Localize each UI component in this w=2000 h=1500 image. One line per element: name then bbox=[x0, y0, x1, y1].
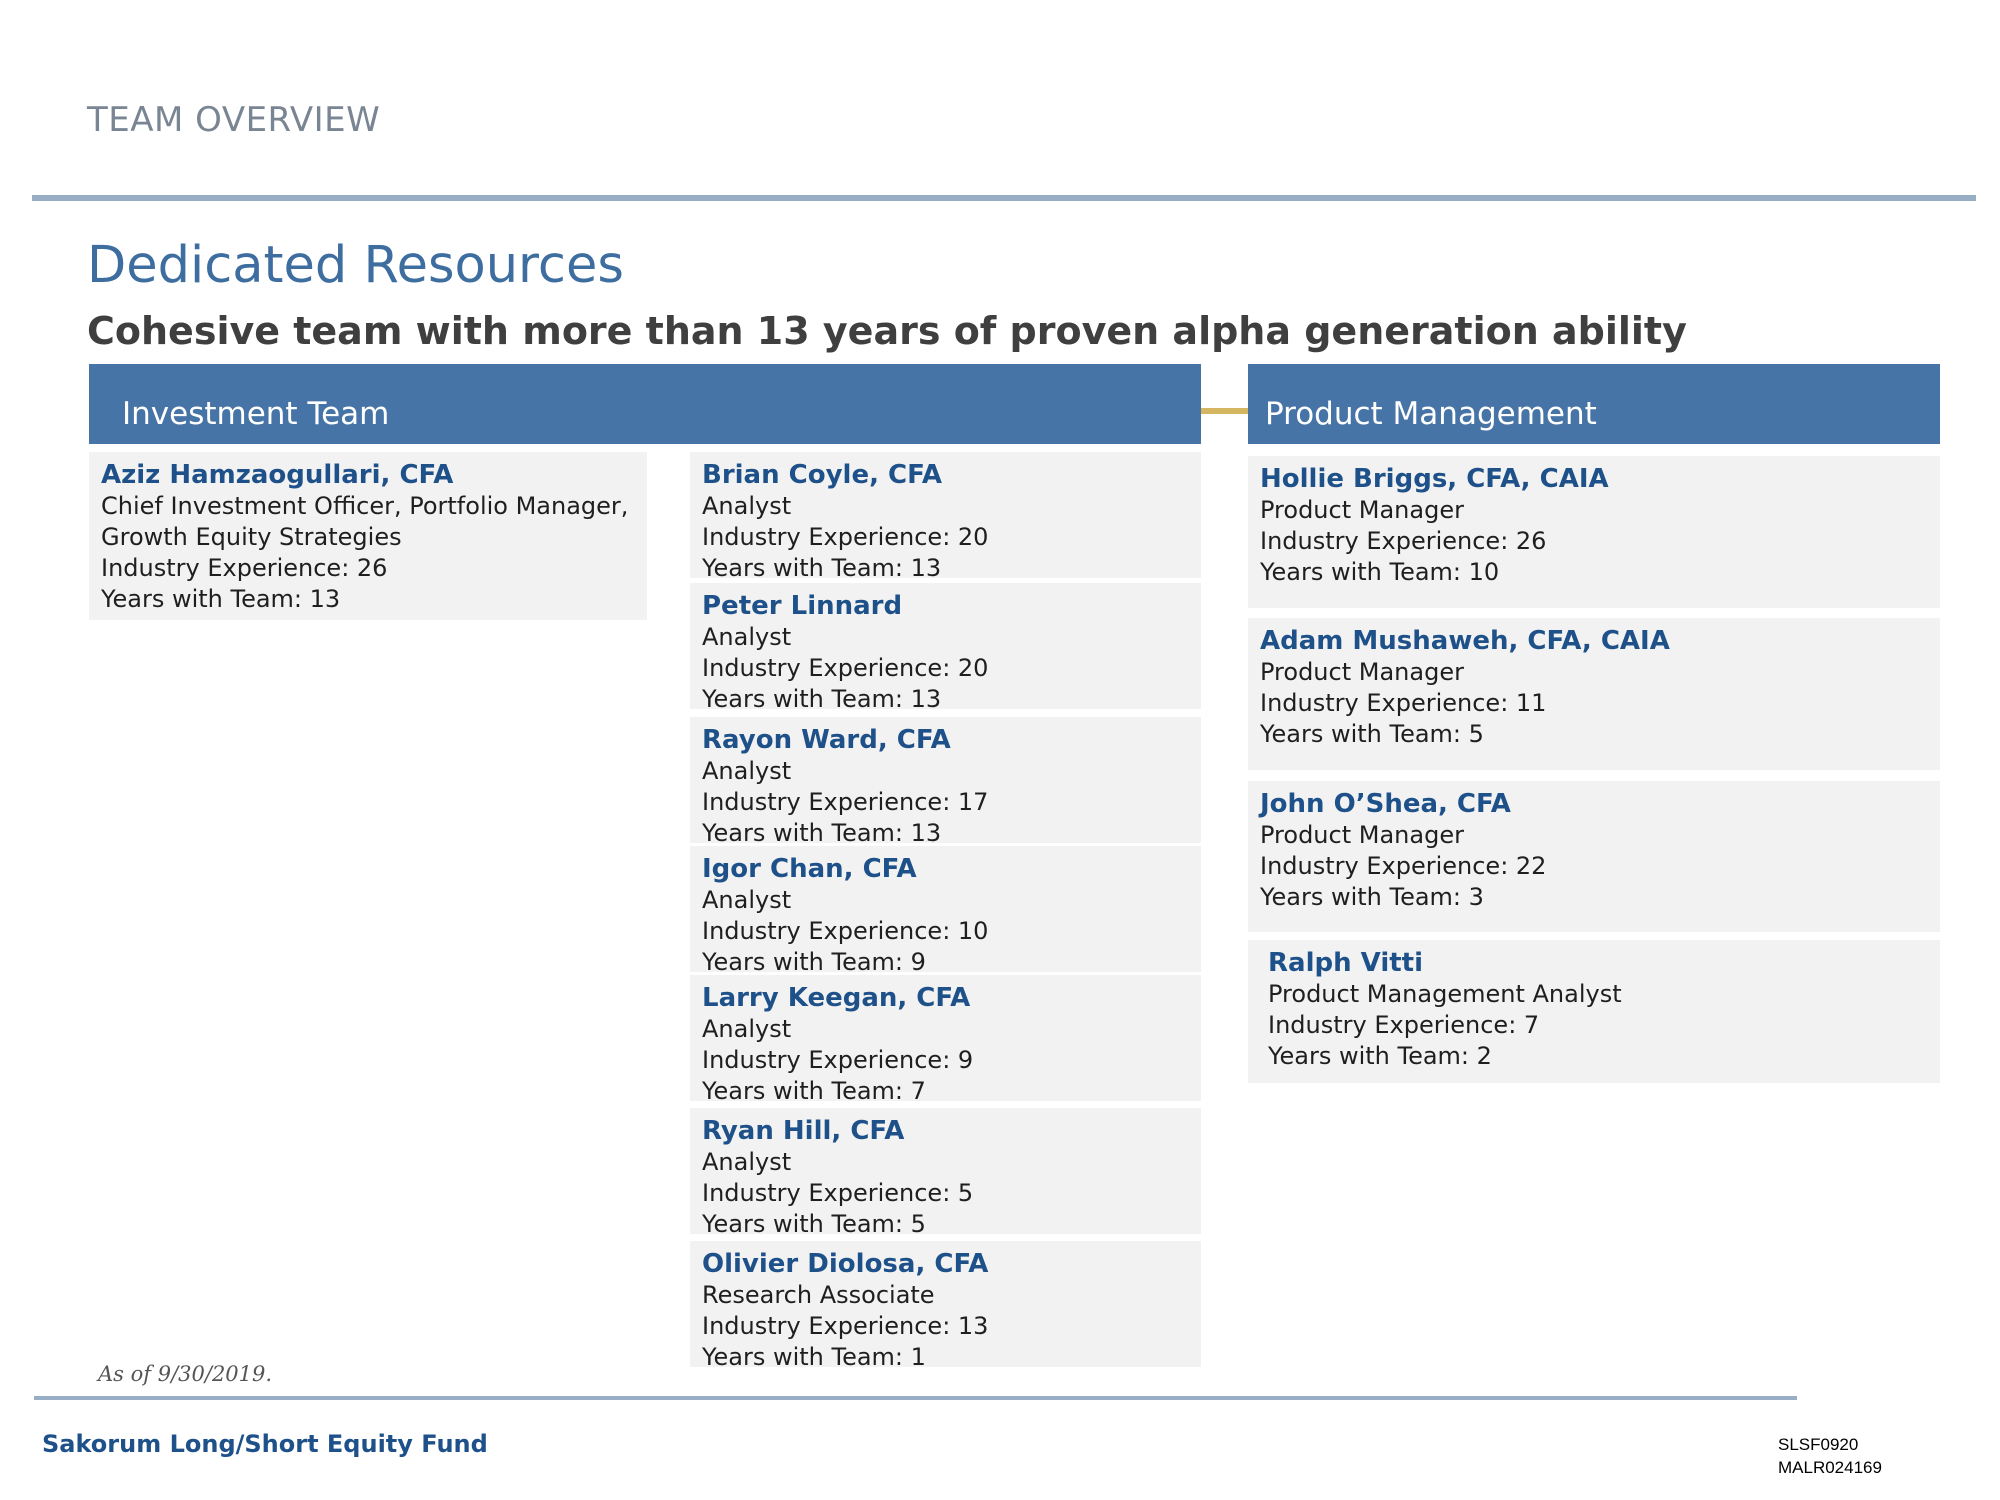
member-tenure: Years with Team: 13 bbox=[702, 819, 942, 847]
member-role: Analyst bbox=[702, 886, 792, 914]
product-management-heading: Product Management bbox=[1265, 396, 1597, 432]
member-card: Ryan Hill, CFA Analyst Industry Experien… bbox=[690, 1108, 1201, 1238]
member-name: Olivier Diolosa, CFA bbox=[702, 1249, 989, 1279]
member-tenure: Years with Team: 9 bbox=[702, 948, 926, 976]
bottom-divider bbox=[34, 1396, 1797, 1400]
member-tenure: Years with Team: 5 bbox=[1260, 720, 1484, 748]
member-experience: Industry Experience: 20 bbox=[702, 654, 989, 682]
section-label: TEAM OVERVIEW bbox=[87, 100, 381, 140]
member-experience: Industry Experience: 22 bbox=[1260, 852, 1547, 880]
member-role: Analyst bbox=[702, 492, 792, 520]
member-experience: Industry Experience: 11 bbox=[1260, 689, 1547, 717]
member-role: Analyst bbox=[702, 1015, 792, 1043]
member-experience: Industry Experience: 26 bbox=[101, 554, 388, 582]
member-role: Analyst bbox=[702, 1148, 792, 1176]
member-experience: Industry Experience: 9 bbox=[702, 1046, 974, 1074]
member-card: Peter Linnard Analyst Industry Experienc… bbox=[690, 583, 1201, 713]
member-experience: Industry Experience: 17 bbox=[702, 788, 989, 816]
member-tenure: Years with Team: 1 bbox=[702, 1343, 926, 1371]
member-card: Olivier Diolosa, CFA Research Associate … bbox=[690, 1241, 1201, 1371]
as-of-note: As of 9/30/2019. bbox=[98, 1362, 273, 1386]
member-role: Analyst bbox=[702, 623, 792, 651]
member-role: Product Manager bbox=[1260, 658, 1464, 686]
member-card: Hollie Briggs, CFA, CAIA Product Manager… bbox=[1248, 456, 1940, 608]
member-experience: Industry Experience: 13 bbox=[702, 1312, 989, 1340]
member-name: Ralph Vitti bbox=[1268, 948, 1423, 978]
member-role: Analyst bbox=[702, 757, 792, 785]
member-card: Brian Coyle, CFA Analyst Industry Experi… bbox=[690, 452, 1201, 582]
compliance-code: MALR024169 bbox=[1778, 1458, 1882, 1477]
team-connector bbox=[1201, 408, 1248, 414]
member-tenure: Years with Team: 10 bbox=[1260, 558, 1500, 586]
member-name: Aziz Hamzaogullari, CFA bbox=[101, 460, 454, 490]
member-experience: Industry Experience: 5 bbox=[702, 1179, 974, 1207]
member-name: Brian Coyle, CFA bbox=[702, 460, 943, 490]
member-name: Peter Linnard bbox=[702, 591, 903, 621]
member-name: Hollie Briggs, CFA, CAIA bbox=[1260, 464, 1609, 494]
member-role: Chief Investment Officer, Portfolio Mana… bbox=[101, 492, 629, 520]
member-tenure: Years with Team: 3 bbox=[1260, 883, 1484, 911]
member-experience: Industry Experience: 20 bbox=[702, 523, 989, 551]
member-tenure: Years with Team: 13 bbox=[702, 554, 942, 582]
member-tenure: Years with Team: 2 bbox=[1268, 1042, 1492, 1070]
member-card: Ralph Vitti Product Management Analyst I… bbox=[1248, 940, 1940, 1083]
product-management-header: Product Management bbox=[1248, 364, 1940, 444]
top-divider bbox=[32, 195, 1976, 201]
fund-name: Sakorum Long/Short Equity Fund bbox=[42, 1430, 488, 1458]
member-name: Larry Keegan, CFA bbox=[702, 983, 971, 1013]
member-name: Adam Mushaweh, CFA, CAIA bbox=[1260, 626, 1670, 656]
member-tenure: Years with Team: 13 bbox=[101, 585, 341, 613]
member-experience: Industry Experience: 10 bbox=[702, 917, 989, 945]
member-role: Product Manager bbox=[1260, 496, 1464, 524]
member-name: Ryan Hill, CFA bbox=[702, 1116, 905, 1146]
lead-member-card: Aziz Hamzaogullari, CFA Chief Investment… bbox=[89, 452, 647, 620]
member-card: Igor Chan, CFA Analyst Industry Experien… bbox=[690, 846, 1201, 976]
member-tenure: Years with Team: 13 bbox=[702, 685, 942, 713]
page-title: Dedicated Resources bbox=[87, 236, 624, 295]
document-code: SLSF0920 bbox=[1778, 1435, 1859, 1454]
member-card: John O’Shea, CFA Product Manager Industr… bbox=[1248, 781, 1940, 932]
member-name: Igor Chan, CFA bbox=[702, 854, 917, 884]
member-role-continued: Growth Equity Strategies bbox=[101, 523, 402, 551]
page-subtitle: Cohesive team with more than 13 years of… bbox=[87, 309, 1687, 353]
member-name: John O’Shea, CFA bbox=[1260, 789, 1511, 819]
investment-team-header: Investment Team bbox=[89, 364, 1201, 444]
member-card: Larry Keegan, CFA Analyst Industry Exper… bbox=[690, 975, 1201, 1105]
member-card: Adam Mushaweh, CFA, CAIA Product Manager… bbox=[1248, 618, 1940, 770]
member-tenure: Years with Team: 7 bbox=[702, 1077, 926, 1105]
member-tenure: Years with Team: 5 bbox=[702, 1210, 926, 1238]
member-experience: Industry Experience: 26 bbox=[1260, 527, 1547, 555]
member-card: Rayon Ward, CFA Analyst Industry Experie… bbox=[690, 717, 1201, 847]
member-role: Research Associate bbox=[702, 1281, 935, 1309]
member-name: Rayon Ward, CFA bbox=[702, 725, 951, 755]
investment-team-heading: Investment Team bbox=[122, 396, 390, 432]
member-role: Product Manager bbox=[1260, 821, 1464, 849]
member-role: Product Management Analyst bbox=[1268, 980, 1622, 1008]
member-experience: Industry Experience: 7 bbox=[1268, 1011, 1540, 1039]
